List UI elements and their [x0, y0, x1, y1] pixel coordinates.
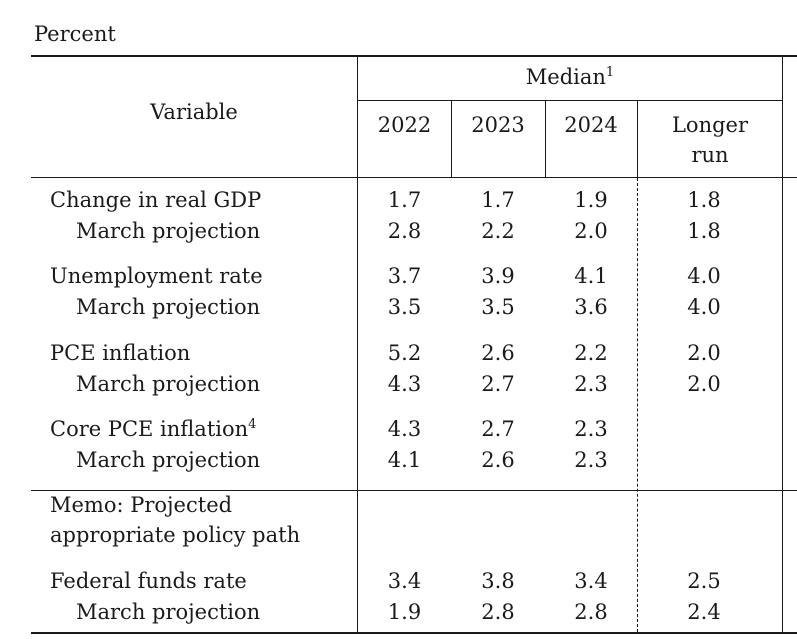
- cell-longer-run: 2.0: [687, 372, 721, 396]
- row-label: March projection: [76, 295, 261, 319]
- cell-2022: 2.8: [387, 219, 422, 243]
- cell-2024: 2.2: [574, 341, 608, 365]
- row-label-text: Core PCE inflation: [50, 417, 249, 441]
- cell-2023: 1.7: [481, 188, 515, 212]
- memo-label-line2: appropriate policy path: [50, 523, 301, 547]
- cell-2022: 4.3: [387, 417, 422, 441]
- cell-longer-run: 1.8: [687, 219, 721, 243]
- memo-top-rule: [31, 490, 797, 491]
- year-2023-2024-divider: [545, 100, 546, 178]
- cell-2024: 3.4: [574, 569, 608, 593]
- cell-2024: 2.8: [574, 600, 608, 624]
- right-column-divider: [782, 56, 783, 633]
- memo-label-line1: Memo: Projected: [50, 493, 233, 517]
- row-label: Core PCE inflation4: [50, 417, 256, 441]
- year-2022-2023-divider: [451, 100, 452, 178]
- cell-longer-run: 4.0: [687, 264, 721, 288]
- cell-2022: 4.3: [387, 372, 422, 396]
- cell-2022: 1.9: [387, 600, 422, 624]
- footnote-marker: 4: [248, 417, 257, 432]
- cell-longer-run: 2.4: [687, 600, 721, 624]
- longer-run-header-line2: run: [691, 143, 729, 167]
- cell-2024: 2.3: [574, 448, 608, 472]
- cell-2023: 3.5: [481, 295, 515, 319]
- median-underline: [358, 100, 782, 101]
- unit-label: Percent: [34, 22, 116, 46]
- cell-2023: 2.7: [481, 417, 515, 441]
- row-label: March projection: [76, 219, 261, 243]
- cell-2024: 2.3: [574, 417, 608, 441]
- bottom-rule: [31, 632, 797, 634]
- row-label: Unemployment rate: [50, 264, 263, 288]
- cell-2022: 3.5: [387, 295, 422, 319]
- cell-2023: 3.9: [481, 264, 515, 288]
- row-label: March projection: [76, 448, 261, 472]
- cell-2023: 2.6: [481, 341, 515, 365]
- row-label: March projection: [76, 372, 261, 396]
- cell-2022: 3.4: [387, 569, 422, 593]
- header-bottom-rule: [31, 177, 797, 178]
- longer-run-dashed-divider: [637, 178, 638, 632]
- median-header: Median1: [358, 65, 782, 89]
- year-2024-longer-run-divider: [637, 100, 638, 178]
- variable-column-divider: [357, 56, 358, 633]
- row-label: Change in real GDP: [50, 188, 262, 212]
- year-header-2022: 2022: [377, 113, 432, 137]
- cell-2022: 3.7: [387, 264, 422, 288]
- variable-header-text: Variable: [150, 100, 238, 124]
- cell-2023: 2.2: [481, 219, 515, 243]
- cell-2022: 5.2: [387, 341, 422, 365]
- cell-2024: 3.6: [574, 295, 608, 319]
- cell-2022: 1.7: [387, 188, 422, 212]
- cell-longer-run: 1.8: [687, 188, 721, 212]
- longer-run-header-line1: Longer: [671, 113, 749, 137]
- median-footnote-marker: 1: [605, 65, 615, 80]
- cell-2024: 2.3: [574, 372, 608, 396]
- cell-2024: 4.1: [574, 264, 608, 288]
- cell-2023: 2.6: [481, 448, 515, 472]
- cell-2024: 1.9: [574, 188, 608, 212]
- cell-2023: 3.8: [481, 569, 515, 593]
- top-rule: [31, 55, 797, 57]
- cell-longer-run: 2.5: [687, 569, 721, 593]
- cell-2023: 2.7: [481, 372, 515, 396]
- row-label: March projection: [76, 600, 261, 624]
- variable-header: Variable: [31, 100, 357, 124]
- median-header-text: Median: [525, 65, 606, 89]
- cell-longer-run: 2.0: [687, 341, 721, 365]
- row-label: Federal funds rate: [50, 569, 247, 593]
- cell-longer-run: 4.0: [687, 295, 721, 319]
- cell-2024: 2.0: [574, 219, 608, 243]
- year-header-2024: 2024: [564, 113, 618, 137]
- row-label: PCE inflation: [50, 341, 191, 365]
- year-header-2023: 2023: [471, 113, 525, 137]
- cell-2022: 4.1: [387, 448, 422, 472]
- cell-2023: 2.8: [481, 600, 515, 624]
